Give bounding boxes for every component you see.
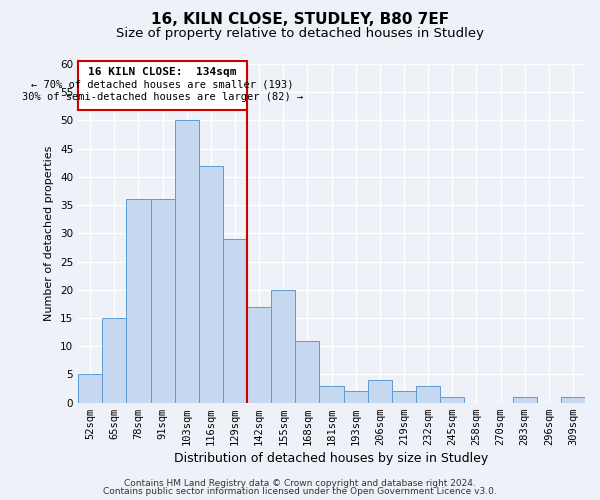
Bar xyxy=(416,386,440,402)
Bar xyxy=(561,397,585,402)
Bar xyxy=(223,239,247,402)
Bar xyxy=(344,392,368,402)
X-axis label: Distribution of detached houses by size in Studley: Distribution of detached houses by size … xyxy=(175,452,488,465)
Bar xyxy=(175,120,199,402)
FancyBboxPatch shape xyxy=(78,61,247,110)
Text: 16 KILN CLOSE:  134sqm: 16 KILN CLOSE: 134sqm xyxy=(88,67,237,77)
Bar xyxy=(199,166,223,402)
Text: Size of property relative to detached houses in Studley: Size of property relative to detached ho… xyxy=(116,28,484,40)
Text: ← 70% of detached houses are smaller (193): ← 70% of detached houses are smaller (19… xyxy=(31,79,294,89)
Bar xyxy=(512,397,537,402)
Bar xyxy=(295,340,319,402)
Text: Contains public sector information licensed under the Open Government Licence v3: Contains public sector information licen… xyxy=(103,487,497,496)
Bar xyxy=(368,380,392,402)
Bar xyxy=(78,374,102,402)
Text: 16, KILN CLOSE, STUDLEY, B80 7EF: 16, KILN CLOSE, STUDLEY, B80 7EF xyxy=(151,12,449,28)
Text: 30% of semi-detached houses are larger (82) →: 30% of semi-detached houses are larger (… xyxy=(22,92,303,102)
Bar xyxy=(440,397,464,402)
Bar xyxy=(392,392,416,402)
Bar xyxy=(102,318,127,402)
Bar xyxy=(247,306,271,402)
Text: Contains HM Land Registry data © Crown copyright and database right 2024.: Contains HM Land Registry data © Crown c… xyxy=(124,478,476,488)
Bar xyxy=(127,200,151,402)
Bar xyxy=(319,386,344,402)
Bar xyxy=(151,200,175,402)
Y-axis label: Number of detached properties: Number of detached properties xyxy=(44,146,55,321)
Bar xyxy=(271,290,295,403)
